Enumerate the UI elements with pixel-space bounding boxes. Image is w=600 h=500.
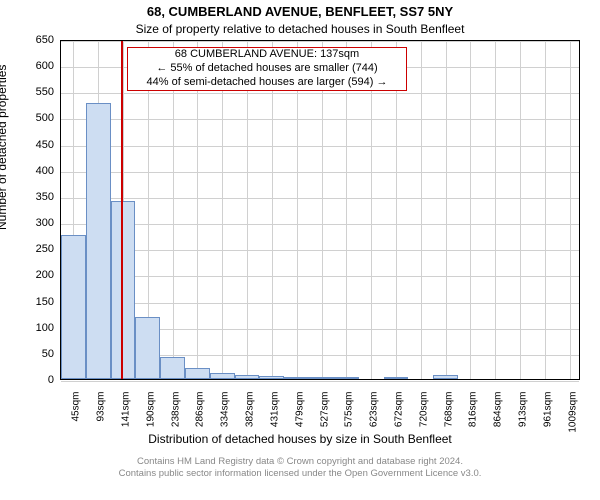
gridline-vertical	[495, 41, 496, 379]
y-tick-label: 200	[20, 269, 54, 281]
gridline-vertical	[520, 41, 521, 379]
y-axis-label: Number of detached properties	[0, 65, 9, 230]
x-tick-label: 575sqm	[344, 392, 355, 428]
gridline-horizontal	[61, 224, 579, 225]
x-tick-label: 479sqm	[294, 392, 305, 428]
x-tick-label: 961sqm	[542, 392, 553, 428]
attribution-line-1: Contains HM Land Registry data © Crown c…	[0, 456, 600, 468]
x-tick-label: 672sqm	[393, 392, 404, 428]
histogram-bar	[210, 373, 235, 379]
gridline-horizontal	[61, 146, 579, 147]
x-tick-label: 720sqm	[418, 392, 429, 428]
callout-line-3: 44% of semi-detached houses are larger (…	[128, 76, 406, 90]
histogram-bar	[185, 368, 210, 380]
y-tick-label: 600	[20, 60, 54, 72]
gridline-vertical	[346, 41, 347, 379]
y-tick-label: 100	[20, 322, 54, 334]
x-tick-label: 286sqm	[195, 392, 206, 428]
gridline-vertical	[421, 41, 422, 379]
x-tick-label: 768sqm	[443, 392, 454, 428]
gridline-horizontal	[61, 303, 579, 304]
chart-title: 68, CUMBERLAND AVENUE, BENFLEET, SS7 5NY	[0, 4, 600, 19]
gridline-vertical	[297, 41, 298, 379]
gridline-vertical	[470, 41, 471, 379]
x-tick-label: 382sqm	[245, 392, 256, 428]
y-tick-label: 300	[20, 217, 54, 229]
x-tick-label: 93sqm	[96, 392, 107, 422]
callout-line-2: ← 55% of detached houses are smaller (74…	[128, 62, 406, 76]
histogram-bar	[284, 377, 309, 379]
histogram-bar	[334, 377, 359, 379]
callout-box: 68 CUMBERLAND AVENUE: 137sqm← 55% of det…	[127, 47, 407, 91]
histogram-bar	[235, 375, 260, 379]
y-tick-label: 450	[20, 139, 54, 151]
y-tick-label: 650	[20, 34, 54, 46]
histogram-bar	[86, 103, 111, 379]
y-tick-label: 350	[20, 191, 54, 203]
histogram-bar	[384, 377, 409, 379]
x-tick-label: 527sqm	[319, 392, 330, 428]
callout-line-1: 68 CUMBERLAND AVENUE: 137sqm	[128, 48, 406, 62]
x-tick-label: 45sqm	[71, 392, 82, 422]
x-tick-label: 913sqm	[518, 392, 529, 428]
gridline-horizontal	[61, 41, 579, 42]
y-tick-label: 550	[20, 86, 54, 98]
chart-subtitle: Size of property relative to detached ho…	[0, 22, 600, 36]
gridline-vertical	[545, 41, 546, 379]
gridline-horizontal	[61, 119, 579, 120]
plot-area: 68 CUMBERLAND AVENUE: 137sqm← 55% of det…	[60, 40, 580, 380]
x-tick-label: 190sqm	[145, 392, 156, 428]
y-tick-label: 250	[20, 243, 54, 255]
y-tick-label: 150	[20, 296, 54, 308]
histogram-bar	[259, 376, 284, 379]
histogram-bar	[135, 317, 160, 379]
x-tick-label: 141sqm	[120, 392, 131, 428]
gridline-horizontal	[61, 172, 579, 173]
gridline-vertical	[396, 41, 397, 379]
gridline-vertical	[322, 41, 323, 379]
x-tick-label: 334sqm	[220, 392, 231, 428]
property-marker-line	[121, 41, 123, 379]
gridline-horizontal	[61, 198, 579, 199]
x-tick-label: 623sqm	[369, 392, 380, 428]
attribution-line-2: Contains public sector information licen…	[0, 468, 600, 480]
gridline-vertical	[247, 41, 248, 379]
attribution-text: Contains HM Land Registry data © Crown c…	[0, 456, 600, 480]
x-tick-label: 864sqm	[493, 392, 504, 428]
x-tick-label: 1009sqm	[567, 392, 578, 433]
y-tick-label: 0	[20, 374, 54, 386]
gridline-horizontal	[61, 93, 579, 94]
gridline-horizontal	[61, 381, 579, 382]
histogram-bar	[309, 377, 334, 379]
gridline-vertical	[173, 41, 174, 379]
histogram-bar	[111, 201, 136, 379]
histogram-bar	[61, 235, 86, 379]
property-size-histogram: { "title": "68, CUMBERLAND AVENUE, BENFL…	[0, 0, 600, 500]
gridline-vertical	[446, 41, 447, 379]
gridline-vertical	[197, 41, 198, 379]
gridline-vertical	[570, 41, 571, 379]
x-tick-label: 816sqm	[468, 392, 479, 428]
y-tick-label: 50	[20, 348, 54, 360]
gridline-vertical	[222, 41, 223, 379]
gridline-horizontal	[61, 276, 579, 277]
x-axis-label: Distribution of detached houses by size …	[0, 432, 600, 446]
x-tick-label: 238sqm	[170, 392, 181, 428]
gridline-vertical	[371, 41, 372, 379]
histogram-bar	[433, 375, 458, 379]
y-tick-label: 500	[20, 112, 54, 124]
gridline-horizontal	[61, 250, 579, 251]
gridline-vertical	[272, 41, 273, 379]
y-tick-label: 400	[20, 165, 54, 177]
histogram-bar	[160, 357, 185, 379]
x-tick-label: 431sqm	[269, 392, 280, 428]
